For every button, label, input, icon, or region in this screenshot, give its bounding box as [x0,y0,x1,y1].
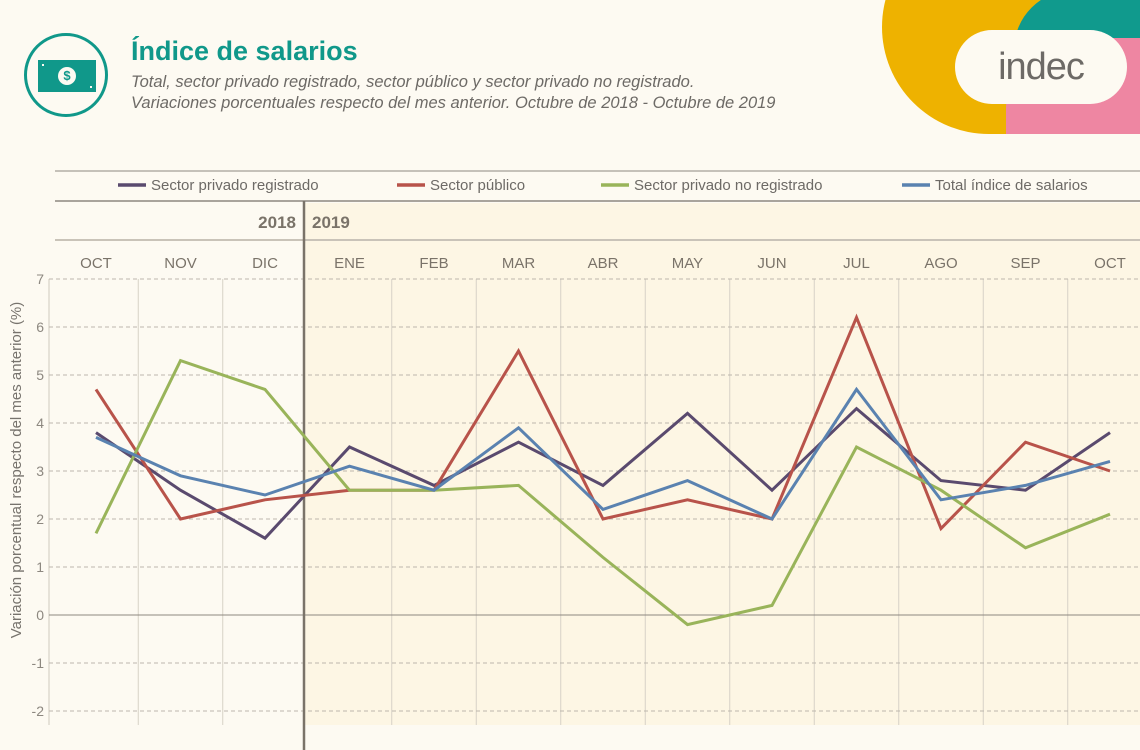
year-label-2019: 2019 [312,213,350,232]
y-tick-label: -2 [32,703,45,719]
y-axis-label: Variación porcentual respecto del mes an… [8,302,25,639]
logo-text: indec [998,46,1085,88]
y-tick-label: 4 [36,415,44,431]
x-tick-label: MAR [502,255,536,272]
banknote-dollar-icon: $ [24,33,108,117]
bill-dot [90,86,92,88]
x-tick-label: JUL [843,255,870,272]
y-tick-label: 7 [36,271,44,287]
year-label-2018: 2018 [258,213,296,232]
x-tick-label: NOV [164,255,197,272]
subtitle-line-2: Variaciones porcentuales respecto del me… [131,94,776,112]
y-tick-label: 6 [36,319,44,335]
x-tick-label: MAY [672,255,703,272]
y-tick-label: 0 [36,607,44,623]
y-tick-label: 1 [36,559,44,575]
x-tick-label: SEP [1010,255,1040,272]
year-2019-highlight [304,203,1140,725]
y-tick-label: 5 [36,367,44,383]
x-tick-label: ENE [334,255,365,272]
x-tick-label: DIC [252,255,278,272]
legend-label: Sector privado no registrado [634,177,822,194]
indec-logo: indec [880,0,1140,134]
x-tick-label: OCT [80,255,112,272]
legend-label: Sector público [430,177,525,194]
subtitle-line-1: Total, sector privado registrado, sector… [131,73,695,91]
x-tick-label: FEB [419,255,448,272]
page-title: Índice de salarios [131,36,358,66]
logo-pill: indec [955,30,1127,104]
legend-label: Total índice de salarios [935,177,1088,194]
y-tick-label: -1 [32,655,45,671]
bill-dot [42,64,44,66]
x-tick-label: JUN [757,255,786,272]
legend-label: Sector privado registrado [151,177,319,194]
x-tick-label: OCT [1094,255,1126,272]
x-tick-label: ABR [588,255,619,272]
page-subtitle: Total, sector privado registrado, sector… [131,72,775,114]
banknote: $ [38,60,96,92]
y-tick-label: 3 [36,463,44,479]
y-tick-label: 2 [36,511,44,527]
dollar-sign-icon: $ [58,67,76,85]
x-tick-label: AGO [924,255,957,272]
